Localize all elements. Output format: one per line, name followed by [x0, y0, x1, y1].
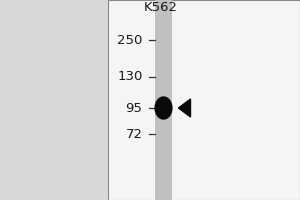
Text: 250: 250 — [117, 33, 142, 46]
Ellipse shape — [155, 97, 172, 119]
Text: 72: 72 — [125, 128, 142, 140]
Polygon shape — [178, 99, 190, 117]
Bar — [155, 0, 172, 200]
Bar — [108, 0, 300, 200]
Text: 95: 95 — [126, 102, 142, 114]
Text: K562: K562 — [143, 1, 178, 14]
Text: 130: 130 — [117, 71, 142, 84]
